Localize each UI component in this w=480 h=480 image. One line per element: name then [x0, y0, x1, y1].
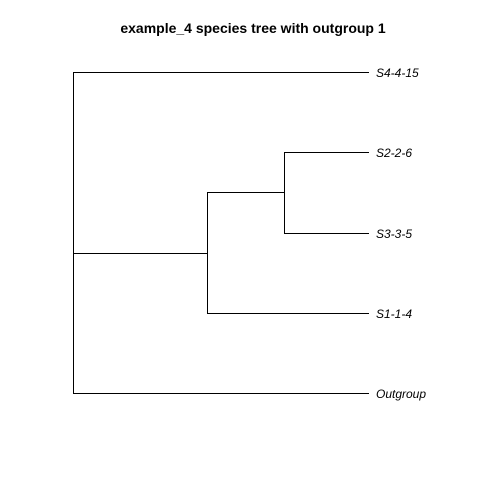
plot-title: example_4 species tree with outgroup 1: [120, 20, 386, 36]
leaf-label-S3: S3-3-5: [376, 227, 412, 241]
leaf-label-S2: S2-2-6: [376, 146, 412, 160]
leaf-label-S4: S4-4-15: [376, 66, 419, 80]
leaf-label-S1: S1-1-4: [376, 307, 412, 321]
leaf-label-outgroup: Outgroup: [376, 387, 426, 401]
